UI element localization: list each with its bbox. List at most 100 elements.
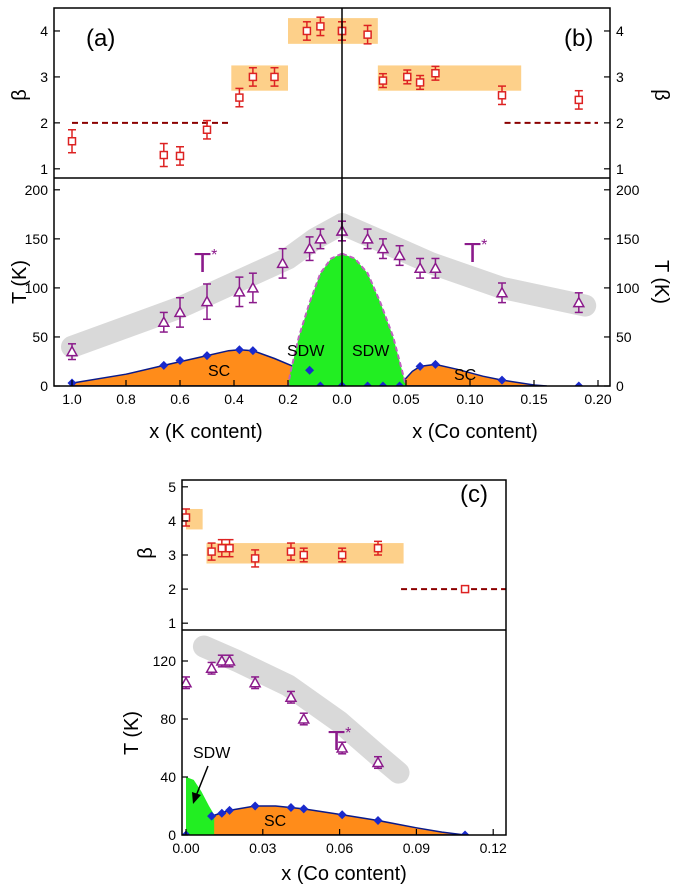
panel-a-letter: (a) bbox=[86, 25, 115, 52]
beta-point-a-3 bbox=[202, 119, 212, 140]
tc-point-b-5 bbox=[430, 359, 440, 369]
panel-a-xlabel: x (K content) bbox=[149, 421, 262, 443]
panel-ab-axes: 1 1 2 2 3 3 4 4 0 0 50 50 100 100 150 150 200 200 1.0 0.8 0.… bbox=[25, 7, 640, 407]
beta-point-c-4 bbox=[250, 549, 260, 568]
tstar-point-c-5 bbox=[284, 690, 298, 704]
tc-point-c-1 bbox=[207, 811, 217, 821]
tstar-point-c-4 bbox=[248, 676, 262, 690]
beta-point-a-7 bbox=[302, 21, 312, 41]
phase-regions bbox=[71, 252, 547, 386]
tc-point-c-7 bbox=[337, 810, 347, 820]
tstar-point-a-3 bbox=[200, 283, 214, 321]
beta-point-c-3 bbox=[225, 538, 234, 558]
panel-a-xtick-0: 1.0 bbox=[62, 391, 82, 407]
tc-point-b-4 bbox=[415, 361, 425, 371]
tstar-point-a-0 bbox=[65, 343, 79, 361]
panel-c-axes: 1 2 3 4 5 0 40 80 120 0.00 0.03 0.06 0.09 0.12 bbox=[153, 479, 507, 856]
beta-point-b-5 bbox=[431, 65, 440, 81]
tstar-point-b-6 bbox=[495, 282, 509, 304]
tstar-point-a-6 bbox=[276, 247, 289, 279]
panel-c-xtick-3: 0.09 bbox=[403, 840, 430, 856]
tstar-point-c-0 bbox=[182, 676, 193, 690]
tc-point-a-5 bbox=[248, 346, 258, 356]
panel-c-tstar-label: T* bbox=[328, 725, 351, 756]
panel-a-xtick-5: 0.0 bbox=[332, 391, 352, 407]
tc-point-c-6 bbox=[299, 804, 309, 814]
beta-point-a-5 bbox=[248, 66, 258, 87]
panel-c-t-ytick-3: 120 bbox=[153, 653, 177, 669]
beta-point-c-7 bbox=[337, 547, 347, 563]
tc-point-c-5 bbox=[286, 802, 296, 812]
panel-b-t-ytick-0: 0 bbox=[616, 378, 624, 394]
tstar-point-b-4 bbox=[413, 257, 427, 279]
phase-regions bbox=[184, 777, 466, 835]
panel-c-xtick-1: 0.03 bbox=[249, 840, 276, 856]
beta-band-b-1 bbox=[377, 65, 522, 91]
tstar-point-b-1 bbox=[361, 228, 374, 250]
tstar-points bbox=[182, 654, 385, 770]
panel-a-t-ytick-2: 100 bbox=[25, 280, 49, 296]
panel-b-letter: (b) bbox=[564, 25, 593, 52]
tc-point-a-4 bbox=[234, 345, 244, 355]
tc-point-a-6 bbox=[305, 365, 315, 375]
panel-b-tstar-label: T* bbox=[464, 237, 487, 268]
panel-c-temperature-plot bbox=[182, 635, 470, 835]
panel-a-t-ylabel: T (K) bbox=[9, 260, 31, 304]
beta-point-a-8 bbox=[316, 16, 325, 37]
panel-ab-temperature-plot bbox=[61, 213, 597, 386]
panel-c-beta-ytick-1: 2 bbox=[168, 581, 176, 597]
beta-point-a-4 bbox=[235, 87, 244, 108]
beta-point-a-0 bbox=[67, 129, 77, 154]
panel-c-beta-ytick-3: 4 bbox=[168, 513, 176, 529]
panel-c-t-ytick-1: 40 bbox=[160, 769, 176, 785]
panel-b-t-ytick-3: 150 bbox=[616, 231, 640, 247]
tstar-point-c-8 bbox=[371, 755, 385, 770]
beta-point-c-5 bbox=[286, 542, 296, 561]
panel-a-xtick-4: 0.2 bbox=[278, 391, 298, 407]
panel-b-beta-ytick-0: 1 bbox=[616, 161, 624, 177]
tc-point-a-1 bbox=[159, 360, 169, 370]
panel-a-beta-ytick-3: 4 bbox=[40, 23, 48, 39]
panel-c-letter: (c) bbox=[460, 481, 488, 508]
tc-point-a-7 bbox=[315, 381, 325, 386]
panel-a-beta-ytick-1: 2 bbox=[40, 115, 48, 131]
beta-point-b-1 bbox=[363, 24, 372, 45]
panel-b-beta-ytick-3: 4 bbox=[616, 23, 624, 39]
panel-a-sc-label: SC bbox=[208, 363, 230, 380]
tc-point-c-9 bbox=[460, 830, 470, 835]
panel-a-beta-ylabel: β bbox=[9, 89, 31, 101]
sdw-region-c bbox=[186, 777, 215, 835]
panel-a-t-ytick-1: 50 bbox=[32, 329, 48, 345]
panel-c-xlabel: x (Co content) bbox=[281, 863, 407, 885]
beta-band-b-0 bbox=[342, 18, 378, 44]
panel-ab-beta-plot bbox=[67, 16, 598, 168]
tstar-point-b-7 bbox=[572, 292, 586, 314]
beta-point-b-7 bbox=[574, 89, 584, 110]
sdw-arrow bbox=[192, 765, 209, 804]
beta-points bbox=[182, 508, 470, 594]
panel-c-frame bbox=[181, 479, 507, 836]
tstar-point-b-3 bbox=[393, 244, 406, 267]
beta-band-a-1 bbox=[288, 18, 342, 44]
panel-a-xtick-3: 0.4 bbox=[224, 391, 244, 407]
panel-b-beta-ylabel: β bbox=[650, 89, 672, 101]
tstar-point-c-7 bbox=[335, 741, 349, 755]
tc-point-b-1 bbox=[363, 381, 373, 386]
tc-point-b-2 bbox=[378, 381, 388, 386]
tstar-point-c-6 bbox=[297, 712, 311, 726]
tc-points bbox=[182, 801, 470, 835]
tc-point-a-3 bbox=[202, 351, 212, 361]
sdw-boundary-b bbox=[341, 252, 407, 386]
panel-a-t-ytick-4: 200 bbox=[25, 182, 49, 198]
panel-c-beta-ytick-2: 3 bbox=[168, 547, 176, 563]
tstar-point-c-1 bbox=[205, 661, 218, 675]
panel-c-xtick-2: 0.06 bbox=[326, 840, 353, 856]
panel-b-t-ylabel: T (K) bbox=[650, 260, 672, 304]
panel-a-beta-ytick-0: 1 bbox=[40, 161, 48, 177]
panel-a-tstar-label: T* bbox=[194, 247, 217, 278]
beta-point-a-6 bbox=[270, 66, 279, 87]
panel-b-xtick-2: 0.15 bbox=[520, 391, 547, 407]
tstar-point-a-5 bbox=[246, 272, 260, 304]
panel-b-xtick-0: 0.05 bbox=[392, 391, 419, 407]
